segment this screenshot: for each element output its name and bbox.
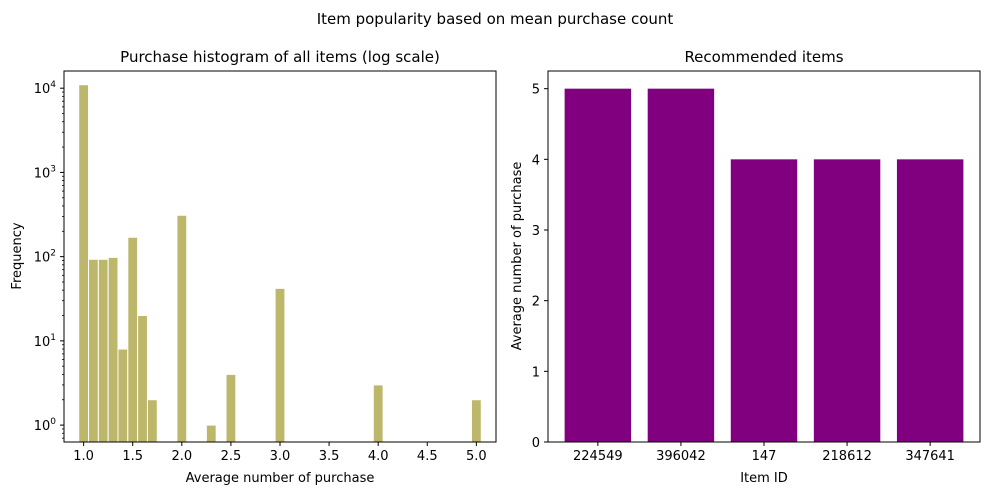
- histogram-x-tick-label: 2.0: [171, 449, 192, 464]
- histogram-bar: [97, 258, 109, 443]
- histogram-bar: [372, 384, 384, 443]
- histogram-bar: [107, 256, 119, 443]
- recommended-bars: [564, 88, 964, 443]
- histogram-bar: [127, 236, 139, 443]
- recommended-bar: [896, 159, 964, 443]
- recommended-y-ticks: 0 1 2 3 4 5: [532, 83, 548, 451]
- recommended-bar: [813, 159, 881, 443]
- histogram-x-tick-label: 5.0: [466, 449, 487, 464]
- recommended-x-ticks: 224549 396042 147 218612 347641: [573, 442, 955, 464]
- histogram-bars: [78, 84, 482, 443]
- histogram-bar: [225, 373, 237, 443]
- recommended-x-tick-label: 224549: [573, 449, 623, 464]
- recommended-title: Recommended items: [684, 48, 843, 66]
- histogram-bar: [470, 399, 482, 443]
- histogram-x-tick-label: 4.5: [417, 449, 438, 464]
- recommended-x-axis-label: Item ID: [740, 471, 788, 486]
- histogram-bar: [176, 214, 188, 443]
- histogram-x-tick-label: 4.0: [368, 449, 389, 464]
- recommended-x-tick-label: 147: [752, 449, 777, 464]
- histogram-x-tick-label: 2.5: [221, 449, 242, 464]
- histogram-bar: [117, 348, 129, 443]
- histogram-y-tick-label: 100: [34, 417, 57, 434]
- histogram-x-tick-label: 3.0: [270, 449, 291, 464]
- histogram-y-tick-label: 102: [34, 249, 56, 266]
- histogram-y-tick-label: 103: [34, 164, 56, 181]
- recommended-x-tick-label: 218612: [822, 449, 872, 464]
- recommended-y-tick-label: 4: [532, 153, 540, 168]
- histogram-bar: [274, 287, 286, 443]
- histogram-x-tick-label: 1.0: [73, 449, 94, 464]
- recommended-panel: Recommended items 224549 396042 147 218612 3…: [510, 48, 981, 486]
- recommended-y-tick-label: 2: [532, 295, 540, 310]
- histogram-x-ticks: 1.0 1.5 2.0 2.5 3.0 3.5 4.0 4.5 5.0: [73, 442, 487, 464]
- recommended-y-tick-label: 5: [532, 83, 540, 98]
- histogram-bar: [137, 315, 148, 443]
- recommended-x-tick-label: 396042: [656, 449, 706, 464]
- histogram-x-axis-label: Average number of purchase: [186, 471, 375, 486]
- histogram-x-tick-label: 3.5: [319, 449, 340, 464]
- histogram-y-ticks: 100 101 102 103 104: [34, 80, 64, 439]
- recommended-y-axis-label: Average number of purchase: [510, 162, 525, 351]
- recommended-y-tick-label: 3: [532, 224, 540, 239]
- histogram-y-tick-label: 101: [34, 333, 56, 350]
- histogram-panel: Purchase histogram of all items (log sca…: [10, 48, 497, 486]
- recommended-bar: [730, 159, 798, 443]
- recommended-y-tick-label: 0: [532, 436, 540, 451]
- recommended-bar: [647, 88, 715, 443]
- histogram-x-tick-label: 1.5: [122, 449, 143, 464]
- histogram-y-axis-label: Frequency: [10, 222, 25, 289]
- histogram-y-tick-label: 104: [34, 80, 57, 97]
- figure-suptitle: Item popularity based on mean purchase c…: [317, 10, 674, 28]
- histogram-bar: [78, 84, 90, 443]
- histogram-title: Purchase histogram of all items (log sca…: [120, 48, 440, 66]
- histogram-bar: [146, 399, 158, 443]
- recommended-y-tick-label: 1: [532, 365, 540, 380]
- histogram-bar: [205, 424, 217, 443]
- histogram-bar: [88, 258, 99, 443]
- recommended-bar: [564, 88, 632, 443]
- recommended-x-tick-label: 347641: [905, 449, 955, 464]
